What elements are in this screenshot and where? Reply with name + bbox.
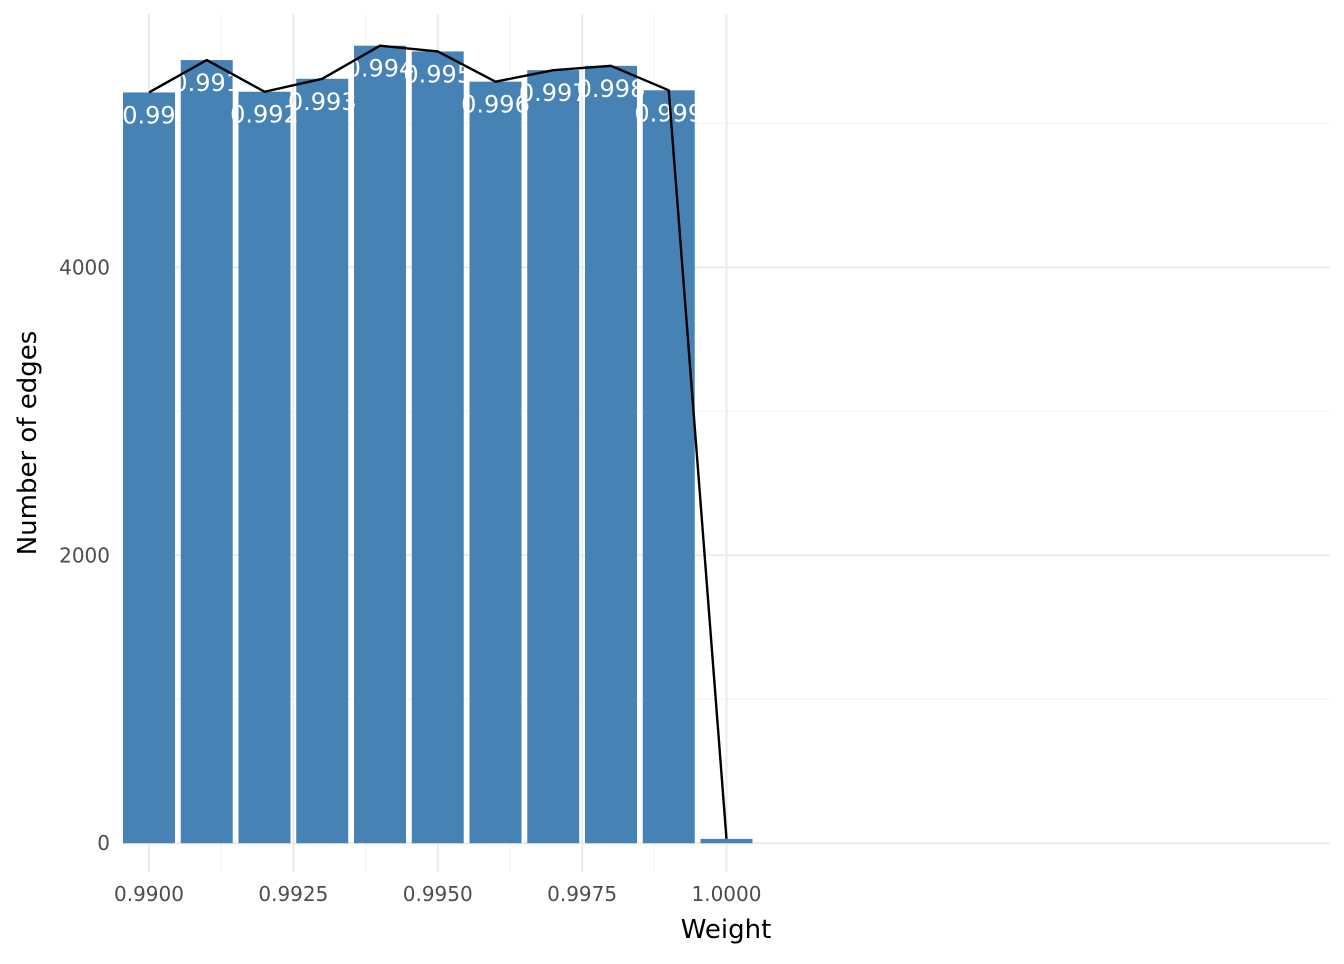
- x-tick-label: 0.9975: [547, 882, 617, 906]
- bars: [123, 45, 753, 844]
- trend-line-layer: [148, 44, 728, 839]
- bar-label: 0.995: [403, 60, 472, 88]
- bar: [354, 45, 406, 844]
- x-tick-label: 0.9950: [403, 882, 473, 906]
- bar: [180, 60, 233, 844]
- bar: [585, 65, 637, 844]
- x-tick-label: 1.0000: [692, 882, 762, 906]
- bar: [469, 81, 522, 844]
- bar: [642, 90, 695, 844]
- y-axis-ticks: 0 2000 4000: [59, 255, 110, 855]
- bar: [238, 91, 291, 844]
- x-tick-label: 0.9925: [258, 882, 328, 906]
- bar-label: 0.99: [122, 101, 175, 129]
- trend-line: [148, 44, 728, 839]
- x-axis-title: Weight: [681, 915, 772, 945]
- bar-label: 0.992: [230, 101, 299, 129]
- bar: [527, 70, 580, 844]
- bar-label: 0.997: [519, 79, 588, 107]
- y-axis-title: Number of edges: [13, 331, 43, 556]
- x-tick-label: 0.9900: [114, 882, 184, 906]
- bar: [296, 78, 349, 844]
- bar: [123, 92, 175, 844]
- bar-label: 0.996: [461, 91, 530, 119]
- x-axis-ticks: 0.9900 0.9925 0.9950 0.9975 1.0000: [114, 882, 761, 906]
- bar: [411, 51, 464, 844]
- bar: [700, 838, 753, 844]
- y-tick-label: 2000: [59, 543, 110, 567]
- y-tick-label: 4000: [59, 255, 110, 279]
- bar-labels: 0.990.9910.9920.9930.9940.9950.9960.9970…: [122, 55, 703, 130]
- bar-label: 0.998: [577, 75, 646, 103]
- bar-label: 0.993: [288, 88, 357, 116]
- y-tick-label: 0: [97, 831, 110, 855]
